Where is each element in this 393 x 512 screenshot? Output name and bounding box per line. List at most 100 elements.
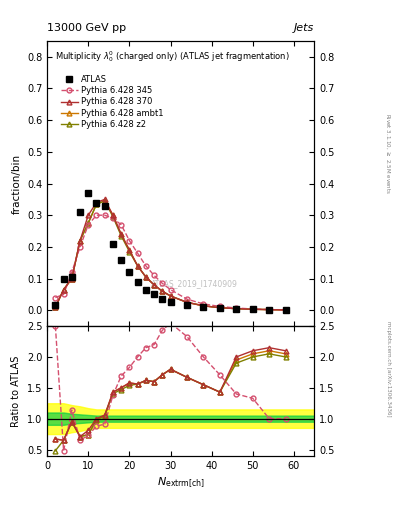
Pythia 6.428 ambt1: [94, 201, 99, 207]
ATLAS: [70, 274, 74, 280]
Pythia 6.428 ambt1: [110, 212, 115, 218]
ATLAS: [283, 307, 288, 313]
Pythia 6.428 z2: [53, 304, 58, 310]
ATLAS: [86, 190, 91, 196]
Pythia 6.428 ambt1: [185, 299, 189, 305]
Pythia 6.428 370: [234, 306, 239, 312]
Pythia 6.428 ambt1: [86, 220, 91, 226]
Pythia 6.428 z2: [78, 238, 83, 244]
Text: Rivet 3.1.10, $\geq$ 2.5M events: Rivet 3.1.10, $\geq$ 2.5M events: [384, 113, 391, 194]
Pythia 6.428 345: [78, 244, 83, 250]
Text: 13000 GeV pp: 13000 GeV pp: [47, 23, 126, 33]
Text: Multiplicity $\lambda_0^0$ (charged only) (ATLAS jet fragmentation): Multiplicity $\lambda_0^0$ (charged only…: [55, 50, 290, 65]
Text: Jets: Jets: [294, 23, 314, 33]
ATLAS: [94, 200, 99, 206]
Text: mcplots.cern.ch [arXiv:1306.3436]: mcplots.cern.ch [arXiv:1306.3436]: [386, 321, 391, 416]
Pythia 6.428 z2: [152, 282, 156, 288]
Pythia 6.428 345: [185, 296, 189, 302]
Pythia 6.428 370: [53, 304, 58, 310]
Pythia 6.428 345: [250, 306, 255, 312]
Pythia 6.428 345: [102, 212, 107, 218]
Pythia 6.428 z2: [110, 214, 115, 220]
Pythia 6.428 ambt1: [160, 288, 165, 294]
ATLAS: [61, 275, 66, 282]
Pythia 6.428 ambt1: [267, 307, 272, 313]
Pythia 6.428 ambt1: [61, 287, 66, 293]
Pythia 6.428 ambt1: [283, 307, 288, 313]
Pythia 6.428 345: [53, 294, 58, 301]
ATLAS: [110, 241, 115, 247]
Pythia 6.428 345: [86, 222, 91, 228]
Pythia 6.428 z2: [70, 275, 74, 282]
ATLAS: [152, 291, 156, 297]
Pythia 6.428 370: [102, 196, 107, 202]
Pythia 6.428 345: [119, 222, 123, 228]
Pythia 6.428 370: [201, 303, 206, 309]
ATLAS: [168, 299, 173, 305]
Pythia 6.428 370: [217, 305, 222, 311]
ATLAS: [143, 287, 148, 293]
X-axis label: $N_{\mathrm{extrm[ch]}}$: $N_{\mathrm{extrm[ch]}}$: [157, 476, 205, 490]
Pythia 6.428 345: [70, 269, 74, 275]
Pythia 6.428 ambt1: [143, 274, 148, 280]
Pythia 6.428 370: [78, 238, 83, 244]
ATLAS: [135, 279, 140, 285]
Pythia 6.428 370: [283, 307, 288, 313]
Pythia 6.428 z2: [127, 248, 132, 254]
ATLAS: [267, 307, 272, 313]
Line: Pythia 6.428 345: Pythia 6.428 345: [53, 213, 288, 312]
ATLAS: [119, 257, 123, 263]
Pythia 6.428 345: [127, 238, 132, 244]
Pythia 6.428 345: [143, 263, 148, 269]
Pythia 6.428 ambt1: [250, 306, 255, 312]
Pythia 6.428 370: [185, 299, 189, 305]
Pythia 6.428 ambt1: [234, 306, 239, 312]
Pythia 6.428 345: [267, 307, 272, 313]
Pythia 6.428 345: [61, 291, 66, 297]
Pythia 6.428 ambt1: [168, 293, 173, 299]
Line: Pythia 6.428 370: Pythia 6.428 370: [53, 197, 288, 312]
Pythia 6.428 z2: [102, 198, 107, 204]
Pythia 6.428 345: [94, 212, 99, 218]
Pythia 6.428 z2: [201, 303, 206, 309]
Y-axis label: Ratio to ATLAS: Ratio to ATLAS: [11, 355, 21, 426]
Pythia 6.428 370: [135, 263, 140, 269]
Pythia 6.428 ambt1: [127, 247, 132, 253]
Pythia 6.428 z2: [185, 299, 189, 305]
Pythia 6.428 370: [152, 282, 156, 288]
Pythia 6.428 370: [61, 287, 66, 293]
Text: ATLAS_2019_I1740909: ATLAS_2019_I1740909: [151, 279, 238, 288]
ATLAS: [185, 303, 189, 309]
Pythia 6.428 z2: [160, 288, 165, 294]
Pythia 6.428 z2: [135, 263, 140, 269]
Pythia 6.428 ambt1: [102, 198, 107, 204]
Legend: ATLAS, Pythia 6.428 345, Pythia 6.428 370, Pythia 6.428 ambt1, Pythia 6.428 z2: ATLAS, Pythia 6.428 345, Pythia 6.428 37…: [59, 74, 165, 131]
Pythia 6.428 370: [70, 275, 74, 282]
Pythia 6.428 ambt1: [78, 238, 83, 244]
Pythia 6.428 z2: [168, 293, 173, 299]
Pythia 6.428 370: [168, 293, 173, 299]
ATLAS: [234, 306, 239, 312]
Pythia 6.428 370: [250, 306, 255, 312]
Pythia 6.428 370: [94, 200, 99, 206]
Pythia 6.428 370: [143, 274, 148, 280]
Pythia 6.428 ambt1: [201, 303, 206, 309]
Pythia 6.428 345: [283, 307, 288, 313]
Pythia 6.428 ambt1: [152, 282, 156, 288]
Pythia 6.428 z2: [94, 201, 99, 207]
Y-axis label: fraction/bin: fraction/bin: [11, 154, 21, 214]
Pythia 6.428 370: [86, 212, 91, 218]
Line: Pythia 6.428 ambt1: Pythia 6.428 ambt1: [53, 199, 288, 312]
Pythia 6.428 345: [160, 280, 165, 286]
Pythia 6.428 370: [110, 212, 115, 218]
Pythia 6.428 345: [234, 305, 239, 311]
ATLAS: [102, 203, 107, 209]
Pythia 6.428 345: [152, 272, 156, 279]
Pythia 6.428 z2: [86, 220, 91, 226]
Pythia 6.428 345: [201, 301, 206, 307]
Pythia 6.428 ambt1: [70, 275, 74, 282]
Pythia 6.428 345: [168, 287, 173, 293]
ATLAS: [78, 209, 83, 215]
ATLAS: [127, 269, 132, 275]
Pythia 6.428 z2: [119, 233, 123, 239]
